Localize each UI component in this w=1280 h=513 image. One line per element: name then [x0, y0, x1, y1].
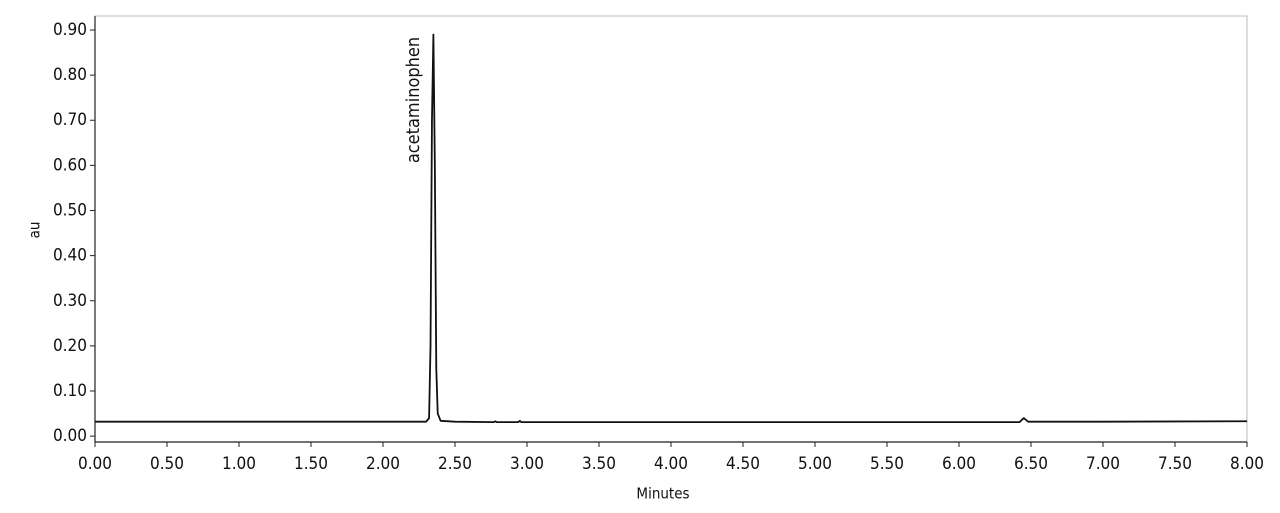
peak-annotation: acetaminophen: [403, 37, 424, 163]
x-tick-label: 3.00: [510, 454, 544, 474]
x-tick-label: 6.50: [1014, 454, 1048, 474]
y-tick-label: 0.30: [53, 291, 87, 311]
x-axis-label: Minutes: [636, 485, 689, 503]
y-tick-label: 0.00: [53, 426, 87, 446]
y-tick-label: 0.80: [53, 65, 87, 85]
x-tick-label: 7.50: [1158, 454, 1192, 474]
y-tick-label: 0.20: [53, 336, 87, 356]
x-tick-label: 5.50: [870, 454, 904, 474]
x-tick-label: 0.00: [78, 454, 112, 474]
x-tick-label: 4.00: [654, 454, 688, 474]
y-tick-label: 0.40: [53, 246, 87, 266]
y-tick-label: 0.70: [53, 110, 87, 130]
plot-frame: [94, 15, 1248, 443]
x-tick-label: 4.50: [726, 454, 760, 474]
x-tick-label: 2.50: [438, 454, 472, 474]
x-tick-label: 5.00: [798, 454, 832, 474]
chromatogram-line: [95, 33, 1248, 424]
x-tick-label: 1.50: [294, 454, 328, 474]
y-tick-label: 0.60: [53, 155, 87, 175]
x-tick-label: 6.00: [942, 454, 976, 474]
x-tick-label: 7.00: [1086, 454, 1120, 474]
y-axis-label: au: [26, 222, 44, 239]
y-tick-label: 0.10: [53, 381, 87, 401]
x-tick-label: 2.00: [366, 454, 400, 474]
y-tick-label: 0.90: [53, 20, 87, 40]
y-tick-label: 0.50: [53, 200, 87, 220]
x-tick-label: 8.00: [1230, 454, 1264, 474]
x-tick-label: 0.50: [150, 454, 184, 474]
x-tick-label: 1.00: [222, 454, 256, 474]
x-tick-label: 3.50: [582, 454, 616, 474]
